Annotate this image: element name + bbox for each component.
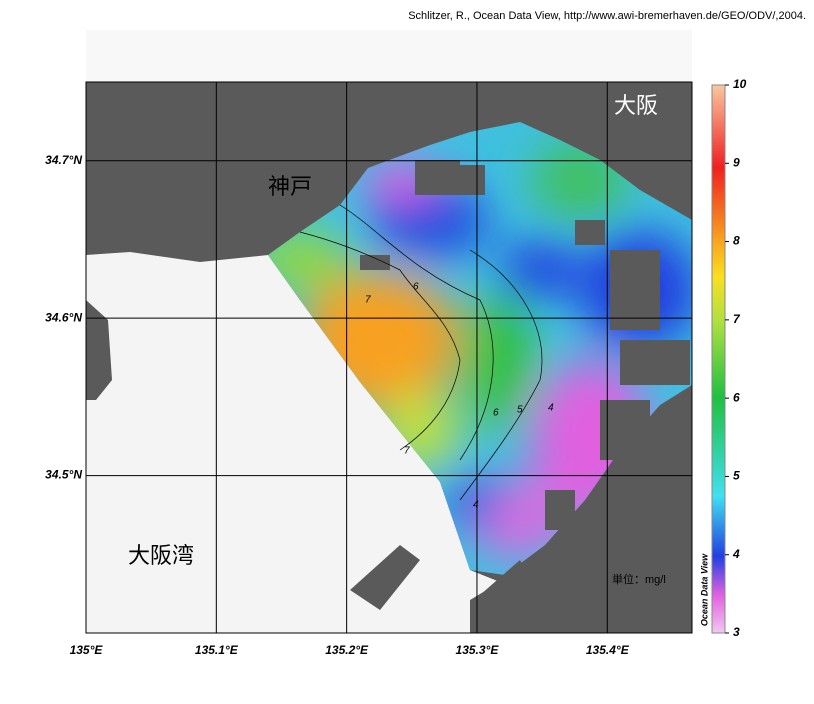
top-band (86, 30, 692, 82)
y-tick-label: 34.6°N (45, 310, 82, 324)
x-tick-label: 135.2°E (325, 643, 369, 657)
x-tick-label: 135°E (70, 643, 104, 657)
colorbar-tick-label: 10 (733, 77, 747, 91)
place-name: 大阪湾 (128, 543, 194, 568)
credit: Schlitzer, R., Ocean Data View, http://w… (408, 10, 806, 22)
colorbar (711, 84, 726, 634)
contour-label: 7 (365, 295, 371, 306)
land (86, 300, 112, 400)
harbor-structures (350, 160, 690, 620)
colorbar-tick-label: 6 (733, 390, 740, 404)
no-data-sea (86, 252, 500, 633)
place-name: 神戸 (268, 174, 312, 199)
map-area (86, 82, 692, 633)
contour-label: 5 (517, 405, 523, 416)
contour (339, 204, 494, 461)
colorbar-tick-label: 8 (733, 234, 740, 248)
x-tick-label: 135.4°E (586, 643, 630, 657)
y-tick-label: 34.5°N (45, 468, 82, 482)
colorbar-tick-label: 4 (732, 547, 740, 561)
contour-label: 4 (473, 500, 479, 511)
contour (459, 249, 543, 501)
place-name: 大阪 (614, 93, 658, 118)
unit-label: 単位：mg/l (612, 572, 666, 586)
colorbar-tick-label: 9 (733, 155, 740, 169)
colorbar-label: Ocean Data View (699, 553, 709, 626)
contour-label: 6 (413, 282, 419, 293)
colorbar-tick-label: 5 (733, 469, 740, 483)
colorbar-tick-label: 3 (733, 625, 740, 639)
contour-label: 6 (493, 408, 499, 419)
contour-label: 4 (548, 403, 554, 414)
x-tick-label: 135.1°E (195, 643, 239, 657)
x-tick-label: 135.3°E (456, 643, 500, 657)
colorbar-tick-label: 7 (733, 312, 741, 326)
y-tick-label: 34.7°N (45, 153, 82, 167)
contour-label: 7 (404, 446, 410, 457)
